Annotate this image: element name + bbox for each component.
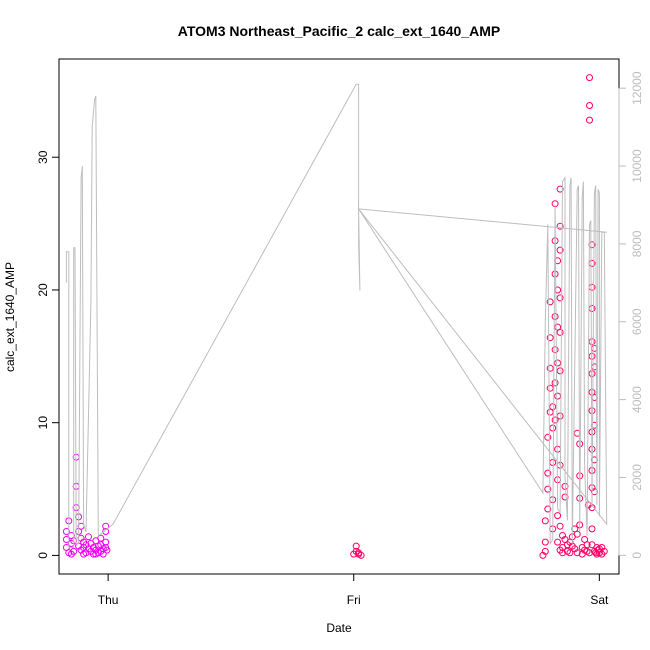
y-tick-label: 30 (36, 150, 50, 164)
y-tick-label: 10 (36, 416, 50, 430)
x-tick-label: Sat (590, 593, 609, 607)
data-point (102, 522, 110, 530)
data-point (541, 517, 549, 525)
y-right-tick-label: 2000 (630, 464, 644, 491)
data-point (62, 528, 70, 535)
data-point (588, 352, 596, 360)
series-layer (62, 74, 608, 559)
data-point (556, 367, 564, 375)
y-tick-label: 20 (36, 283, 50, 297)
data-point (97, 534, 105, 542)
y-right-tick-label: 6000 (630, 308, 644, 335)
data-point (554, 538, 562, 546)
data-point (541, 547, 549, 555)
data-point (551, 379, 559, 387)
data-point (544, 469, 552, 477)
y-axis-right: 0 2000 4000 6000 8000 10000 12000 (618, 71, 644, 559)
data-point (554, 392, 562, 400)
x-axis: Thu Fri Sat (98, 573, 609, 607)
data-point (588, 525, 596, 533)
data-point (556, 222, 564, 230)
data-point (592, 549, 600, 557)
y-right-tick-label: 8000 (630, 230, 644, 257)
y-right-tick-label: 10000 (630, 149, 644, 183)
data-point (551, 416, 559, 424)
data-point (573, 530, 581, 538)
data-point (352, 542, 360, 550)
plot-frame (58, 58, 620, 575)
y-axis-left: 0 10 20 30 (36, 150, 59, 559)
data-point (546, 364, 554, 372)
data-point (586, 74, 593, 82)
x-tick-label: Fri (347, 593, 361, 607)
data-point (549, 424, 557, 432)
data-point (586, 116, 593, 124)
data-point (80, 550, 88, 558)
y-axis-label: calc_ext_1640_AMP (3, 262, 17, 372)
data-point (62, 536, 70, 543)
data-point (546, 334, 554, 342)
data-point (586, 102, 593, 109)
x-tick-label: Thu (98, 593, 119, 607)
data-point (556, 185, 564, 193)
data-point (551, 313, 559, 320)
data-point (556, 246, 564, 254)
data-point (559, 549, 566, 557)
data-point (546, 298, 554, 306)
data-point (67, 550, 75, 558)
y-right-tick-label: 12000 (630, 71, 644, 105)
x-axis-label: Date (326, 621, 352, 635)
data-point (573, 549, 581, 557)
data-point (541, 538, 549, 546)
data-point (544, 505, 552, 513)
data-point (92, 550, 100, 558)
data-point (357, 551, 365, 559)
data-point (546, 384, 554, 392)
data-point (556, 328, 564, 336)
data-point (544, 485, 552, 493)
data-point (97, 541, 105, 549)
y-tick-label: 0 (36, 552, 50, 559)
data-point (85, 533, 92, 541)
data-point (551, 346, 559, 354)
data-point (549, 403, 557, 411)
data-point (99, 550, 107, 558)
data-point (588, 338, 596, 346)
data-point (588, 370, 596, 378)
data-point (103, 546, 111, 554)
data-point (544, 433, 552, 441)
data-point (350, 550, 358, 558)
data-point (566, 549, 574, 557)
chart-title: ATOM3 Northeast_Pacific_2 calc_ext_1640_… (178, 23, 500, 39)
series-line (65, 83, 608, 548)
data-point (588, 305, 596, 312)
data-point (554, 359, 562, 367)
data-point (549, 459, 557, 466)
data-point (556, 522, 564, 530)
data-point (583, 541, 591, 549)
data-point (556, 412, 564, 420)
y-right-tick-label: 0 (630, 552, 644, 559)
data-point (554, 512, 562, 520)
data-point (556, 294, 564, 302)
y-right-tick-label: 4000 (630, 386, 644, 413)
data-point (102, 528, 110, 535)
